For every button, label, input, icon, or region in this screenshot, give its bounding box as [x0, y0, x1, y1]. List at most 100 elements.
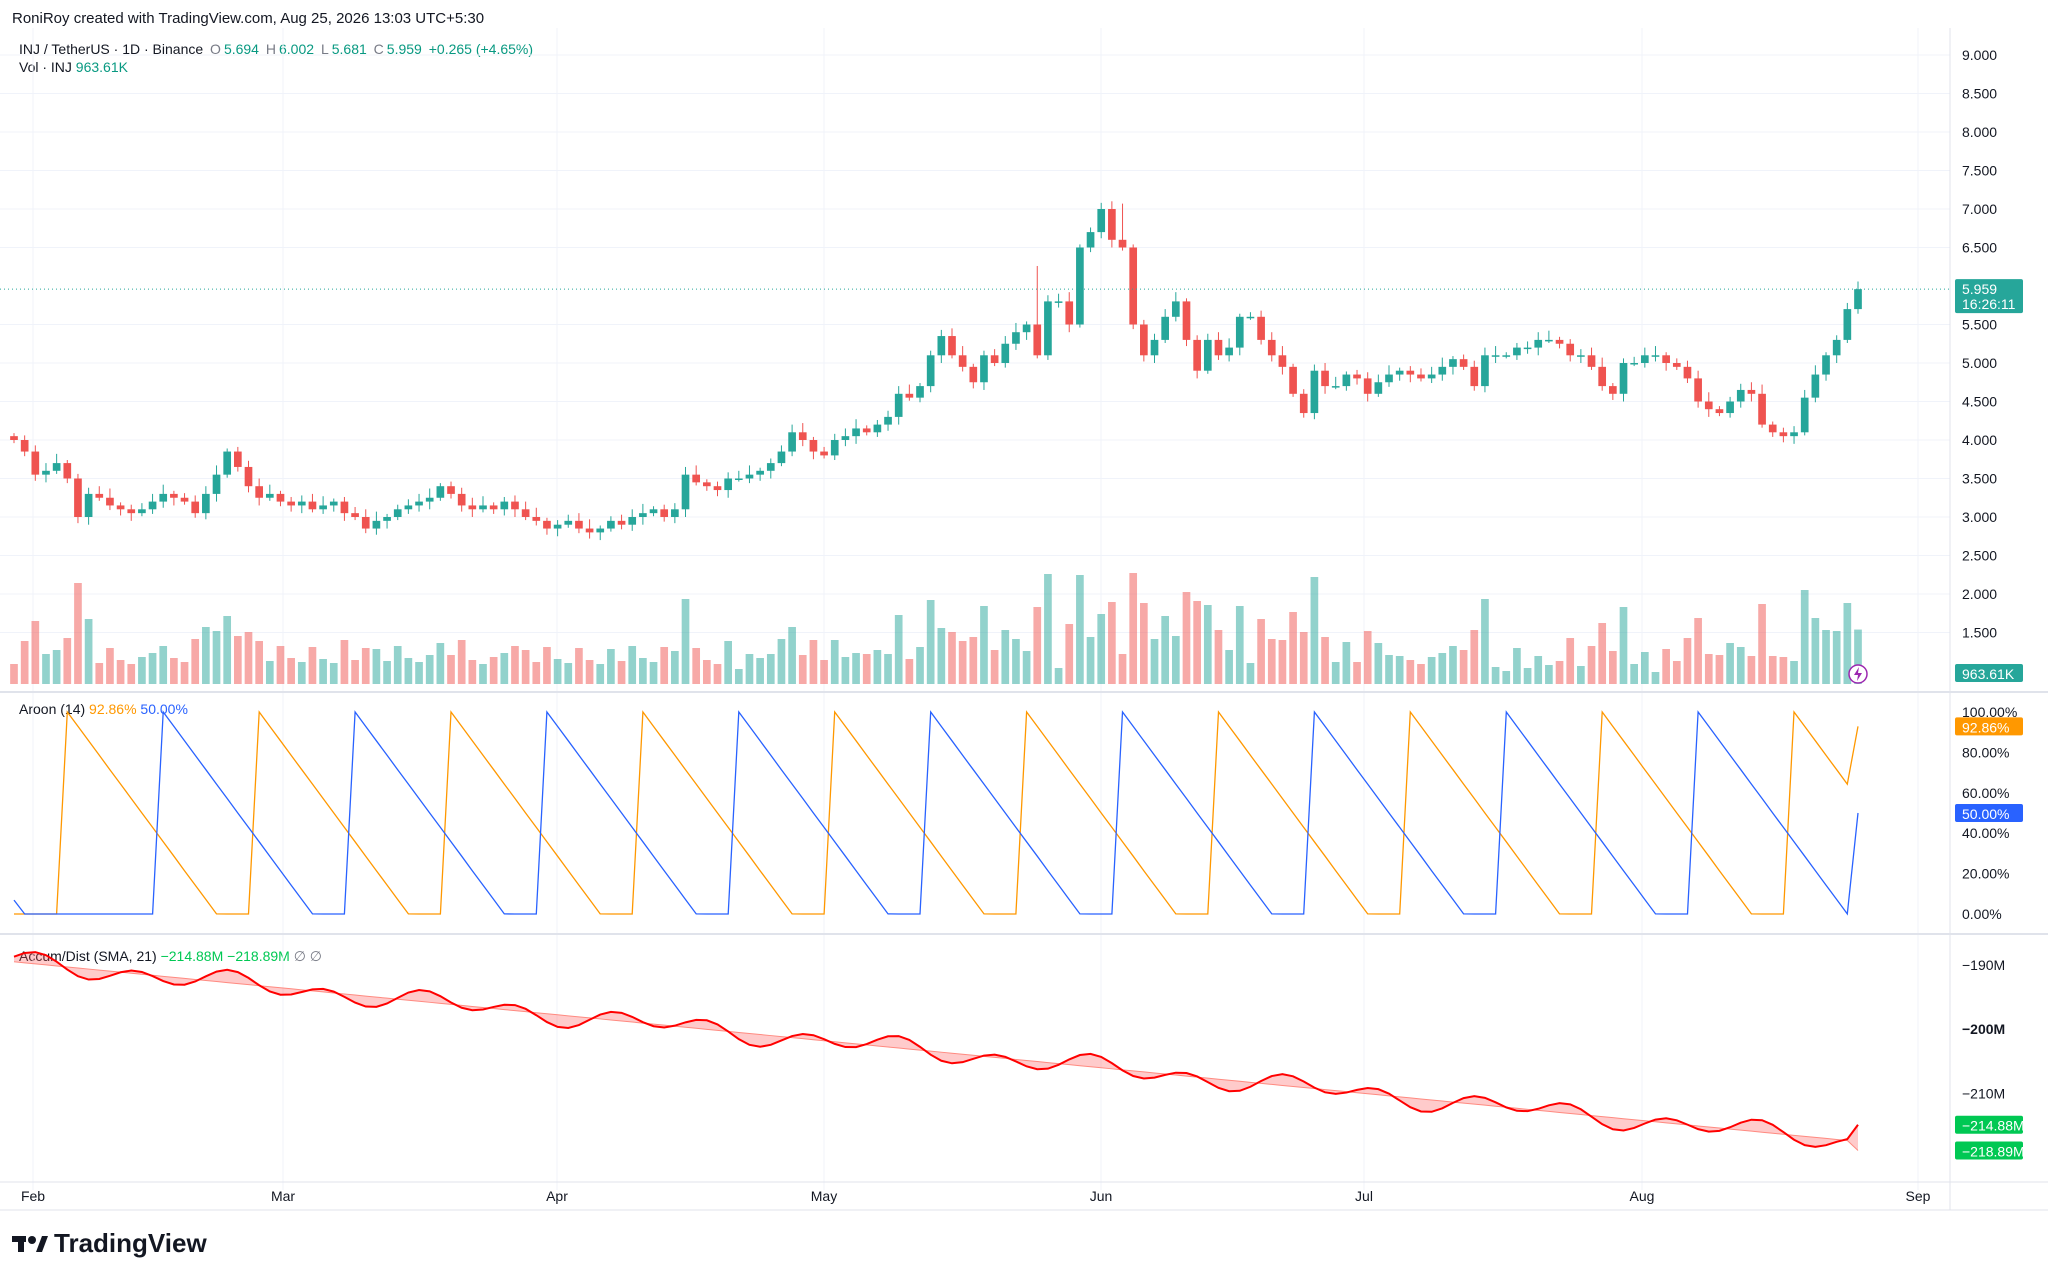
- candle-body: [1065, 301, 1074, 325]
- ad-badge-2: [1955, 1141, 2023, 1160]
- candle-body: [1790, 432, 1798, 437]
- volume-bar: [1406, 660, 1415, 684]
- change-value: +0.265 (+4.65%): [428, 41, 534, 57]
- symbol-label[interactable]: INJ / TetherUS · 1D · Binance: [19, 41, 204, 57]
- volume-bar: [1555, 661, 1564, 684]
- volume-bar: [1342, 642, 1351, 684]
- volume-bar: [1822, 630, 1830, 684]
- volume-bar: [596, 664, 605, 684]
- volume-bar: [1374, 643, 1383, 684]
- candle-body: [713, 486, 722, 491]
- tradingview-logo[interactable]: TradingView: [12, 1228, 207, 1259]
- y-axis-labels: 9.000 8.500 8.000 7.500 7.000 6.500 5.500 5.000…: [1962, 47, 2017, 1101]
- candle-body: [862, 428, 871, 433]
- volume-bar: [1662, 649, 1670, 684]
- volume-bar: [1427, 657, 1436, 684]
- volume-bar: [1118, 654, 1127, 684]
- volume-bar: [1534, 656, 1543, 684]
- candle-body: [511, 501, 519, 510]
- ad-badge-1: [1955, 1115, 2023, 1134]
- volume-bar: [1065, 624, 1074, 684]
- candle-body: [756, 470, 764, 475]
- ad-legend: Accum/Dist (SMA, 21) −214.88M −218.89M ∅…: [19, 948, 322, 965]
- volume-bar: [1161, 616, 1170, 684]
- volume-bar: [788, 627, 796, 684]
- volume-bar: [265, 661, 274, 684]
- candle-body: [873, 424, 882, 433]
- candle-body: [671, 509, 679, 517]
- volume-bar: [1566, 638, 1575, 684]
- price-tick-label: 8.000: [1962, 124, 1997, 140]
- ad-badge-2-text: −218.89M: [1962, 1143, 2025, 1159]
- candle-body: [223, 451, 232, 475]
- candle-body: [425, 497, 434, 502]
- candle-body: [31, 451, 40, 475]
- volume-bar: [255, 641, 263, 684]
- candle-body: [1235, 316, 1244, 348]
- candle-body: [820, 451, 828, 456]
- volume-bar: [1683, 638, 1692, 684]
- price-candles: [10, 201, 1862, 541]
- price-badge: [1955, 279, 2023, 314]
- price-tick-label: 1.500: [1962, 625, 1997, 641]
- volume-bar: [1012, 639, 1020, 684]
- volume-badge-text: 963.61K: [1962, 666, 2015, 682]
- candle-body: [532, 517, 541, 521]
- volume-bar: [1747, 656, 1756, 684]
- candle-body: [1619, 363, 1628, 394]
- candle-body: [702, 482, 711, 487]
- candle-body: [1502, 355, 1511, 357]
- candle-body: [340, 501, 349, 514]
- volume-bar: [1267, 639, 1276, 684]
- volume-bar: [1289, 612, 1297, 684]
- candle-body: [20, 440, 29, 452]
- candle-body: [596, 528, 605, 533]
- volume-bar: [980, 606, 988, 684]
- volume-bar: [244, 632, 253, 684]
- volume-bar: [1726, 643, 1734, 684]
- price-badge-text: 5.959: [1962, 281, 1997, 297]
- candle-body: [521, 509, 530, 517]
- price-badge-text: 16:26:11: [1962, 296, 2016, 312]
- candle-body: [788, 432, 796, 452]
- volume-bar: [457, 640, 466, 684]
- volume-bar: [1651, 672, 1660, 684]
- candle-body: [500, 501, 509, 510]
- volume-label[interactable]: Vol · INJ: [19, 59, 72, 75]
- volume-bar: [1193, 601, 1201, 684]
- volume-bar: [212, 631, 221, 684]
- candle-body: [106, 497, 114, 506]
- volume-bar: [1438, 653, 1447, 684]
- candle-body: [724, 478, 732, 491]
- candle-body: [287, 501, 295, 506]
- candle-body: [745, 474, 754, 479]
- volume-bar: [223, 616, 232, 684]
- volume-bar: [1843, 603, 1852, 684]
- candle-body: [1651, 355, 1660, 357]
- volume-value: 963.61K: [75, 59, 128, 75]
- volume-bar: [1278, 640, 1287, 684]
- candle-body: [990, 355, 999, 363]
- volume-bar: [116, 660, 125, 684]
- candle-body: [1854, 289, 1862, 310]
- candle-body: [415, 501, 423, 506]
- volume-bar: [1108, 602, 1116, 684]
- candle-body: [1672, 363, 1681, 367]
- volume-bar: [10, 664, 18, 684]
- volume-bar: [1353, 662, 1361, 684]
- volume-bar: [436, 643, 445, 684]
- volume-bar: [617, 661, 626, 684]
- price-tick-label: 4.500: [1962, 394, 1997, 410]
- volume-bar: [1736, 647, 1745, 684]
- high-value: 6.002: [279, 41, 315, 57]
- ad-lines: [13, 951, 1859, 1151]
- candle-body: [372, 520, 381, 529]
- volume-bar: [1598, 623, 1607, 684]
- volume-bar: [1715, 655, 1724, 684]
- candle-body: [809, 440, 818, 452]
- volume-bar: [479, 664, 487, 684]
- volume-bar: [234, 636, 242, 684]
- volume-bar: [1587, 646, 1596, 684]
- candle-body: [1566, 343, 1575, 356]
